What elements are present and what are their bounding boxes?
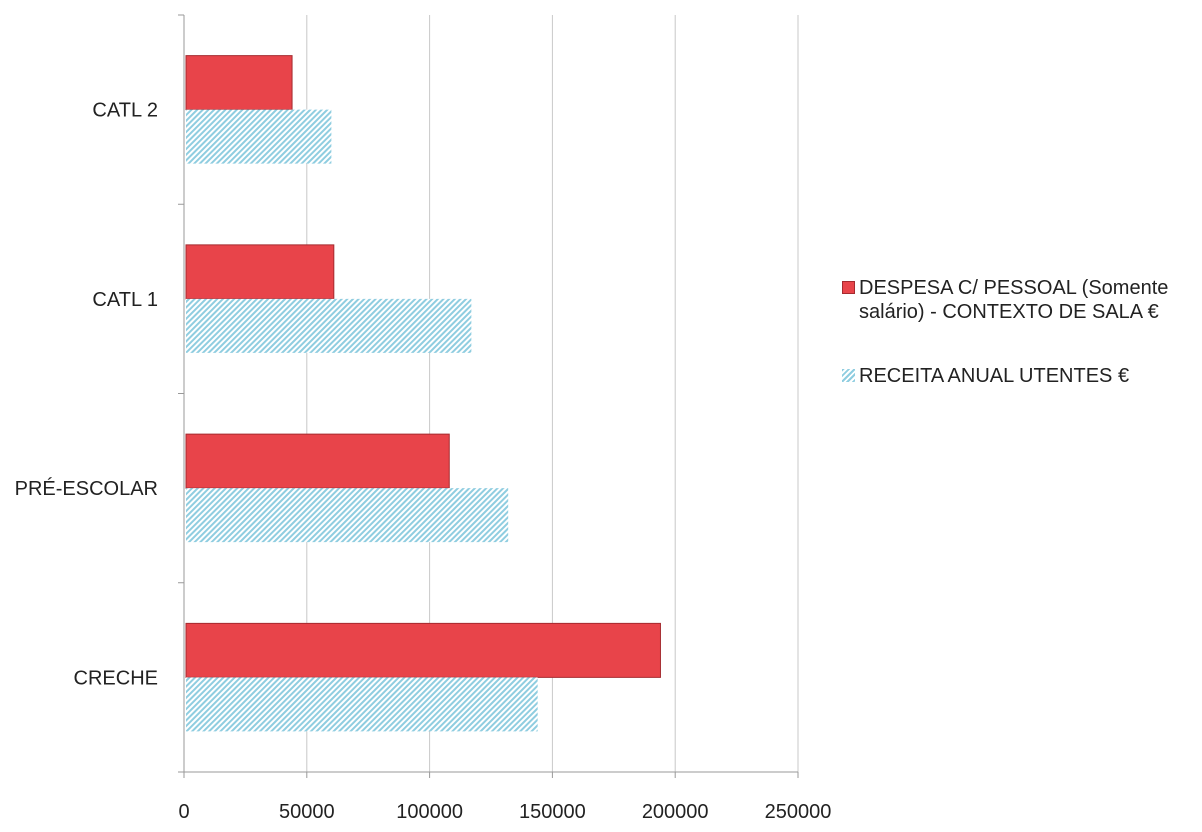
category-label: PRÉ-ESCOLAR <box>15 477 158 500</box>
x-tick-label: 50000 <box>279 801 335 823</box>
legend-label-despesa-line-1: DESPESA C/ PESSOAL (Somente <box>859 277 1169 299</box>
bar-despesa <box>185 244 335 300</box>
legend-label-receita: RECEITA ANUAL UTENTES € <box>859 365 1130 387</box>
bar-receita <box>186 298 472 353</box>
x-tick-label: 150000 <box>519 801 586 823</box>
category-label: CRECHE <box>74 667 158 689</box>
x-tick-label: 100000 <box>396 801 463 823</box>
bar-receita <box>186 677 538 732</box>
bars <box>185 55 661 732</box>
x-tick-label: 250000 <box>765 801 832 823</box>
bar-despesa <box>185 433 450 489</box>
axes: 0 50000 100000 150000 200000 250000 CATL 2 CATL… <box>15 14 832 823</box>
legend-swatch-despesa <box>842 281 855 294</box>
bar-despesa <box>185 55 293 111</box>
category-label: CATL 1 <box>92 289 158 311</box>
legend-swatch-receita <box>842 369 855 382</box>
bar-receita <box>186 488 509 543</box>
bar-despesa <box>185 622 661 678</box>
legend-item-despesa: DESPESA C/ PESSOAL (Somente salário) - C… <box>842 276 1202 324</box>
legend-label-despesa: DESPESA C/ PESSOAL (Somente salário) - C… <box>859 276 1168 324</box>
x-tick-label: 0 <box>178 801 189 823</box>
x-tick-label: 200000 <box>642 801 709 823</box>
legend-label-despesa-line-2: salário) - CONTEXTO DE SALA € <box>859 301 1159 323</box>
legend: DESPESA C/ PESSOAL (Somente salário) - C… <box>842 276 1202 388</box>
category-label: CATL 2 <box>92 100 158 122</box>
legend-item-receita: RECEITA ANUAL UTENTES € <box>842 364 1202 388</box>
bar-receita <box>186 109 332 164</box>
